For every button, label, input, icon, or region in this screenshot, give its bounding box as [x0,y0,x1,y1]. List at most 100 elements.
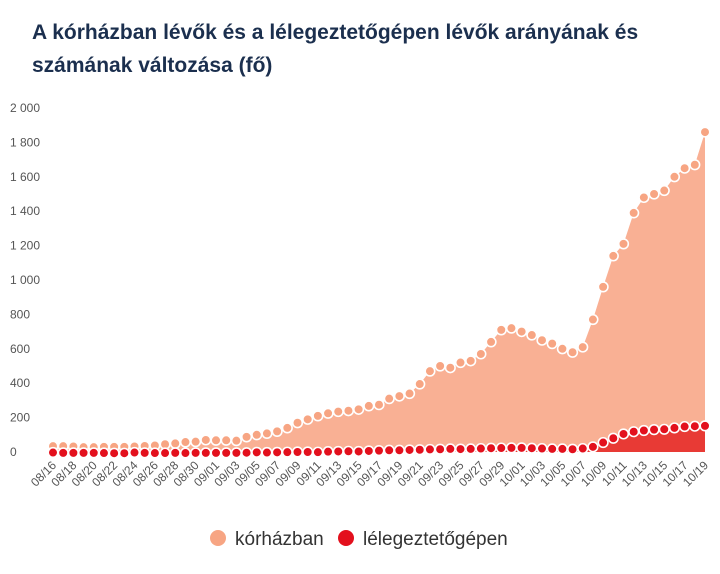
data-point-series-0 [342,405,355,417]
data-point-series-0 [566,346,579,358]
y-tick-label: 1 400 [10,204,40,218]
data-point-series-1 [353,445,365,458]
data-point-series-1 [240,447,253,459]
data-point-series-1 [128,446,141,459]
data-point-series-0 [261,427,273,440]
data-point-series-0 [628,207,640,219]
data-point-series-0 [179,436,192,448]
y-tick-label: 1 200 [10,239,40,253]
data-point-series-1 [424,443,436,456]
data-point-series-0 [648,188,660,200]
data-point-series-1 [77,447,90,459]
data-point-series-1 [516,442,528,454]
data-point-series-0 [240,431,253,443]
data-point-series-1 [179,447,192,459]
data-point-series-0 [200,434,212,446]
data-point-series-1 [505,442,518,454]
legend-label-series-1: lélegeztetőgépen [363,529,508,550]
y-tick-label: 600 [10,342,30,356]
data-point-series-0 [546,338,558,350]
data-point-series-0 [291,417,304,429]
y-tick-label: 0 [10,445,17,459]
data-point-series-1 [679,420,691,433]
data-point-series-1 [190,447,202,459]
data-point-series-0 [424,365,436,377]
data-point-series-1 [648,424,660,436]
data-point-series-1 [587,441,599,453]
data-point-series-1 [383,444,395,456]
data-point-series-1 [658,423,670,435]
data-point-series-0 [373,399,385,411]
data-point-series-0 [332,405,344,418]
data-point-series-0 [465,355,477,367]
data-point-series-1 [342,445,355,457]
data-point-series-1 [200,447,212,459]
data-point-series-1 [271,446,283,458]
data-point-series-0 [495,324,507,336]
data-point-series-0 [444,362,456,374]
data-point-series-1 [291,446,304,458]
area-layer [53,132,705,454]
legend-marker-series-1 [338,530,354,546]
data-point-series-0 [689,159,701,171]
data-point-series-1 [302,446,314,458]
y-tick-label: 400 [10,376,30,390]
area-series-1 [53,425,705,454]
data-point-series-1 [67,447,79,459]
data-point-series-0 [485,336,497,348]
data-point-series-1 [281,446,293,458]
data-point-series-0 [220,434,232,446]
y-tick-label: 1 600 [10,170,40,184]
data-point-series-1 [149,447,161,459]
data-point-series-0 [597,281,609,293]
legend-marker-series-0 [210,530,226,546]
data-point-series-0 [658,184,670,197]
data-point-series-1 [485,442,497,454]
data-point-series-0 [699,126,711,138]
data-point-series-0 [312,410,324,422]
data-point-series-0 [251,429,263,441]
data-point-series-1 [495,442,507,454]
data-point-series-1 [108,447,120,459]
data-point-series-1 [220,447,232,459]
chart-title: A kórházban lévők és a lélegeztetőgépen … [32,21,639,77]
data-point-series-0 [169,437,181,450]
data-point-series-1 [393,444,405,456]
data-point-series-0 [638,191,650,204]
data-point-series-1 [139,447,151,459]
data-point-series-1 [668,422,681,434]
data-point-series-0 [230,435,242,447]
data-point-series-1 [607,432,619,444]
data-point-series-1 [403,444,416,456]
data-point-series-0 [434,360,446,372]
data-point-series-1 [159,447,171,459]
data-point-series-1 [526,442,538,454]
data-point-series-0 [383,393,395,405]
data-point-series-1 [454,443,467,455]
data-point-series-1 [566,443,579,455]
y-tick-label: 1 000 [10,273,40,287]
data-point-series-0 [322,407,334,419]
data-point-series-1 [312,446,324,458]
data-point-series-1 [322,446,334,458]
data-point-series-0 [454,356,467,369]
data-point-series-0 [353,403,365,415]
data-point-series-0 [516,326,528,338]
data-point-series-0 [607,250,619,262]
data-point-series-1 [465,443,477,455]
data-point-series-1 [638,424,650,437]
data-point-series-1 [98,447,110,459]
data-point-series-1 [251,446,263,458]
data-point-series-0 [302,413,314,425]
y-axis: 0 200 400 600 800 1 000 1 200 1 400 1 600 1 800 2 … [10,101,40,459]
data-point-series-1 [88,447,100,459]
data-point-series-1 [628,426,640,438]
data-point-series-1 [536,442,548,455]
data-point-series-1 [689,420,701,432]
marker-layer [47,126,711,459]
data-point-series-0 [281,422,293,434]
data-point-series-1 [363,445,375,457]
data-point-series-0 [679,162,691,174]
data-point-series-1 [261,446,273,459]
